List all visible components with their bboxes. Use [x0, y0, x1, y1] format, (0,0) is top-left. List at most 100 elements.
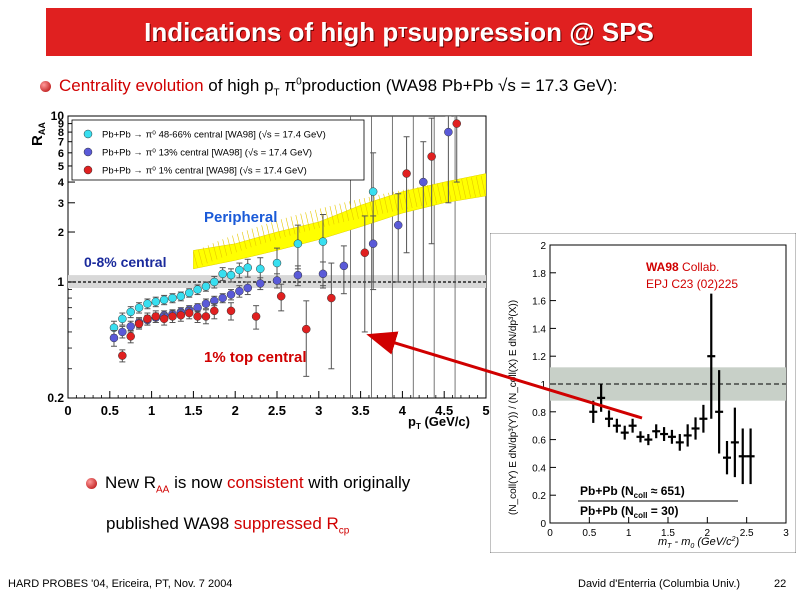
- band-hatch: [251, 228, 257, 246]
- legend: Pb+Pb → π⁰ 48-66% central [WA98] (√s = 1…: [71, 119, 365, 181]
- inset-x-axis-label: mT - m0 (GeV/c2): [658, 536, 740, 550]
- y-tick-label: 5: [58, 161, 64, 173]
- inset-x-tick-label: 0: [547, 528, 553, 539]
- band-hatch: [276, 220, 281, 239]
- data-point-series-0: [226, 270, 236, 280]
- inset-y-tick-label: 0.2: [532, 491, 546, 502]
- data-point-series-0: [143, 299, 152, 308]
- band-hatch: [368, 196, 374, 216]
- band-hatch: [197, 249, 203, 266]
- bullet-centrality: Centrality evolution of high pT π0produc…: [40, 76, 617, 98]
- inset-ratio-legend: Pb+Pb (Ncoll ≈ 651) Pb+Pb (Ncoll = 30): [578, 484, 738, 520]
- band-hatch: [436, 183, 442, 203]
- data-point-series-2: [176, 311, 186, 320]
- data-point-series-0: [293, 239, 303, 248]
- y-tick-label: 10: [51, 109, 65, 123]
- data-point-series-2: [126, 332, 135, 341]
- y-tick-label: 0.2: [47, 391, 64, 405]
- x-tick-label: 5: [482, 403, 489, 418]
- data-point-series-2: [402, 169, 411, 178]
- data-point-series-2: [226, 306, 236, 316]
- band-hatch: [354, 200, 359, 219]
- data-point-series-0: [134, 303, 144, 312]
- data-point-series-1: [118, 327, 127, 337]
- inset-y-tick-label: 1.6: [532, 297, 546, 308]
- band-hatch: [339, 203, 345, 223]
- inset-y-tick-label: 1: [540, 380, 546, 391]
- bullet-icon: [40, 81, 51, 93]
- data-point-series-1: [393, 220, 403, 230]
- inset-journal-label: EPJ C23 (02)225: [646, 277, 738, 291]
- x-tick-label: 0: [64, 403, 71, 418]
- inset-y-tick-label: 0: [540, 519, 546, 530]
- band-hatch: [329, 205, 335, 225]
- band-hatch: [378, 194, 384, 214]
- band-hatch: [349, 201, 354, 220]
- data-point-series-0: [201, 282, 211, 291]
- band-hatch: [334, 204, 340, 224]
- annotation-0-8-central: 0-8% central: [84, 254, 166, 270]
- legend-entry: Pb+Pb → π⁰ 13% central [WA98] (√s = 17.4…: [102, 148, 312, 159]
- data-point-series-1: [256, 279, 265, 288]
- x-tick-label: 3: [315, 403, 322, 418]
- data-point-series-1: [109, 333, 119, 343]
- data-point-series-0: [151, 297, 161, 307]
- x-tick-label: 2.5: [268, 403, 286, 418]
- band-hatch: [388, 192, 393, 212]
- y-tick-label: 3: [58, 198, 64, 210]
- inset-y-tick-label: 1.2: [532, 352, 546, 363]
- data-series: [109, 116, 461, 377]
- legend-entry: Pb+Pb → π⁰ 48-66% central [WA98] (√s = 1…: [102, 130, 326, 141]
- y-tick-label: 8: [58, 127, 64, 139]
- data-point-series-2: [452, 119, 461, 128]
- band-hatch: [324, 207, 330, 226]
- data-point-series-2: [193, 312, 202, 321]
- band-hatch: [261, 225, 267, 243]
- data-point-series-2: [159, 314, 169, 324]
- x-tick-label: 0.5: [101, 403, 119, 418]
- inset-x-tick-label: 3: [783, 528, 789, 539]
- inset-unity-band: [550, 367, 786, 401]
- band-hatch: [310, 210, 315, 230]
- data-point-series-0: [126, 307, 135, 317]
- y-tick-label: 7: [58, 137, 64, 149]
- band-hatch: [266, 223, 272, 242]
- data-point-series-0: [168, 293, 177, 303]
- y-tick-label: 2: [58, 227, 64, 239]
- data-point-series-0: [256, 264, 265, 274]
- y-tick-label: 6: [58, 148, 64, 160]
- band-hatch: [446, 181, 452, 201]
- inset-x-tick-label: 2.5: [740, 528, 754, 539]
- band-hatch: [363, 197, 369, 217]
- data-point-series-0: [272, 258, 282, 268]
- data-point-series-2: [327, 293, 336, 303]
- page-number: 22: [774, 578, 787, 590]
- data-point-series-1: [243, 283, 252, 293]
- data-point-series-2: [151, 312, 161, 321]
- band-hatch: [300, 213, 306, 232]
- band-hatch: [217, 241, 223, 258]
- band-hatch: [207, 245, 213, 262]
- data-point-series-2: [302, 324, 311, 334]
- data-point-series-2: [427, 152, 436, 161]
- peripheral-model-band: [193, 173, 486, 270]
- data-point-series-2: [143, 314, 152, 324]
- inset-x-tick-label: 1.5: [661, 528, 675, 539]
- inset-y-tick-label: 1.8: [532, 269, 546, 280]
- band-hatch: [271, 222, 276, 240]
- band-hatch: [456, 179, 462, 200]
- band-hatch: [193, 251, 198, 268]
- legend-marker: [83, 165, 93, 175]
- band-hatch: [344, 202, 350, 222]
- data-point-series-1: [226, 290, 236, 299]
- data-point-series-2: [134, 319, 144, 329]
- data-point-series-1: [293, 270, 303, 280]
- bullet-icon: [86, 478, 97, 490]
- band-hatch: [232, 235, 237, 253]
- band-hatch: [241, 231, 247, 250]
- data-point-series-0: [235, 265, 244, 275]
- data-point-series-2: [201, 312, 211, 321]
- band-hatch: [393, 191, 398, 211]
